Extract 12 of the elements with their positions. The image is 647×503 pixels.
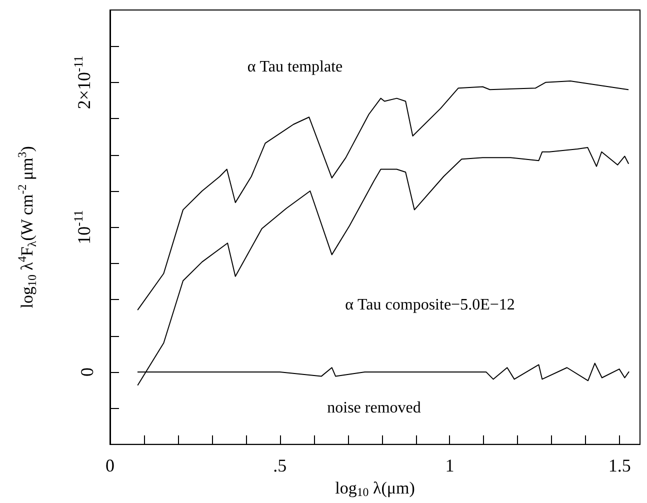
text: α Tau composite−5.0E−12 — [345, 296, 515, 314]
x-tick-label: 1 — [445, 455, 454, 476]
x-tick-label: 0 — [106, 455, 114, 476]
text: log10 λ4Fλ(W cm-2 μm3) — [14, 146, 39, 308]
y-tick-label: 0 — [77, 367, 97, 376]
y-tick-label: 2×10-11 — [72, 56, 94, 110]
text: α Tau template — [247, 58, 343, 76]
line-series — [137, 147, 629, 386]
series-label: noise removed — [327, 400, 421, 416]
y-tick-label: 10-11 — [72, 210, 94, 244]
x-tick-label: 1.5 — [608, 455, 631, 476]
x-tick-label: .5 — [273, 455, 287, 476]
